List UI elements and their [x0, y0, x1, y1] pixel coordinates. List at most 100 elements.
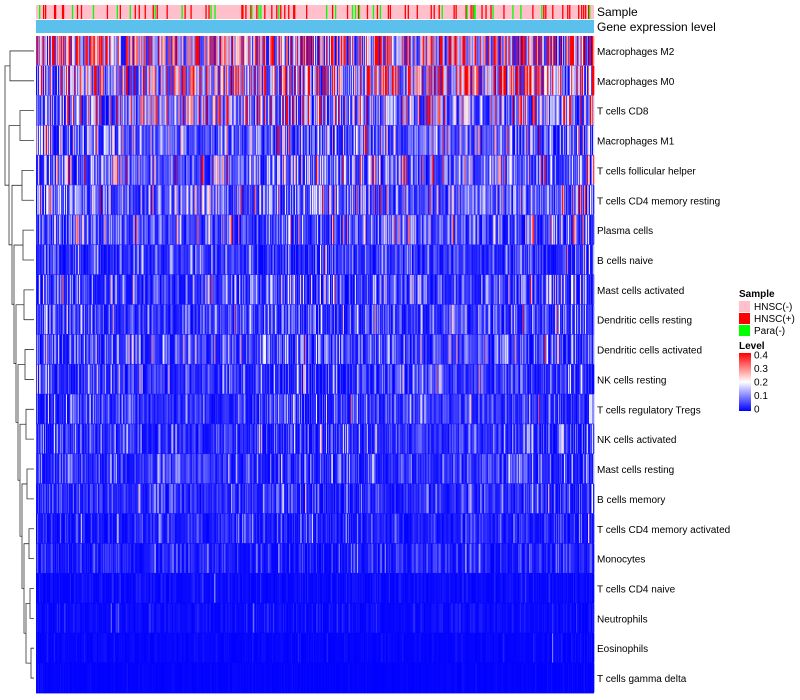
heatmap-cell	[569, 36, 571, 66]
sample-mark	[154, 5, 156, 19]
heatmap-cell	[117, 36, 120, 66]
heatmap-cell	[394, 65, 397, 96]
heatmap-cell	[381, 36, 384, 66]
heatmap-cell	[81, 65, 84, 96]
heatmap-cell	[477, 65, 479, 96]
heatmap-cell	[197, 36, 199, 66]
dendrogram-branch	[23, 543, 29, 634]
heatmap-cell	[418, 65, 420, 96]
heatmap-cell	[421, 65, 423, 96]
heatmap-cell	[434, 36, 436, 66]
heatmap-cell	[252, 65, 254, 96]
heatmap-cell	[65, 95, 68, 125]
heatmap-cell	[319, 65, 322, 96]
heatmap-cell	[70, 36, 73, 66]
heatmap-cell	[80, 36, 83, 66]
heatmap-cell	[464, 65, 466, 96]
heatmap-cell	[357, 36, 360, 66]
heatmap-cell	[78, 95, 81, 125]
heatmap-cell	[53, 95, 56, 125]
heatmap-cell	[114, 65, 117, 96]
heatmap-cell	[537, 65, 539, 96]
heatmap-cell	[128, 65, 131, 96]
heatmap-cell	[65, 65, 68, 96]
heatmap-cell	[85, 65, 88, 96]
heatmap-cell	[576, 36, 578, 66]
dendrogram-branch	[9, 50, 34, 82]
heatmap-cell	[371, 65, 374, 96]
heatmap-cell	[50, 36, 53, 66]
heatmap-cell	[440, 65, 442, 96]
heatmap-cell	[310, 65, 312, 96]
heatmap-cell	[238, 36, 240, 66]
heatmap-cell	[526, 65, 528, 96]
heatmap-cell	[566, 65, 568, 96]
heatmap-cell	[527, 65, 529, 96]
heatmap-cell	[113, 36, 116, 66]
heatmap-cell	[475, 65, 477, 96]
sample-mark	[264, 5, 266, 19]
heatmap-cell	[548, 36, 550, 66]
heatmap-cell	[173, 65, 175, 96]
heatmap-cell	[301, 36, 303, 66]
heatmap-cell	[571, 65, 573, 96]
heatmap-cell	[424, 65, 426, 96]
heatmap-cell	[536, 36, 538, 66]
heatmap-cell	[212, 65, 214, 96]
heatmap-cell	[519, 65, 521, 96]
heatmap-cell	[186, 36, 188, 66]
heatmap-cell	[532, 36, 534, 66]
heatmap-cell	[456, 36, 458, 66]
heatmap-cell	[361, 36, 364, 66]
heatmap-cell	[380, 65, 383, 96]
heatmap-cell	[207, 36, 209, 66]
sample-mark	[588, 5, 590, 19]
heatmap-cell	[370, 65, 373, 96]
heatmap-cell	[427, 36, 429, 66]
heatmap-cell	[398, 36, 401, 66]
heatmap-cell	[342, 65, 345, 96]
heatmap-cell	[593, 95, 595, 125]
sample-mark	[472, 5, 474, 19]
heatmap-cell	[151, 65, 153, 96]
heatmap-cell	[328, 65, 331, 96]
heatmap-cell	[129, 65, 132, 96]
heatmap-cell	[347, 36, 350, 66]
heatmap-cell	[127, 95, 130, 125]
heatmap-cell	[100, 36, 103, 66]
heatmap-cell	[243, 36, 245, 66]
heatmap-cell	[541, 65, 543, 96]
heatmap-cell	[188, 36, 190, 66]
heatmap-cell	[536, 65, 538, 96]
heatmap-cell	[508, 65, 510, 96]
heatmap-cell	[511, 65, 513, 96]
heatmap-cell	[187, 65, 189, 96]
heatmap-cell	[158, 65, 160, 96]
heatmap-cell	[329, 65, 332, 96]
heatmap-cell	[367, 36, 370, 66]
heatmap-cell	[489, 65, 491, 96]
heatmap-cell	[487, 36, 489, 66]
heatmap-cell	[345, 36, 348, 66]
heatmap-cell	[478, 36, 480, 66]
heatmap-cell	[61, 95, 64, 125]
heatmap-cell	[493, 36, 495, 66]
heatmap-cell	[200, 65, 202, 96]
heatmap-cell	[460, 36, 462, 66]
heatmap-cell	[493, 65, 495, 96]
sample-mark	[407, 5, 409, 19]
heatmap-cell	[247, 65, 249, 96]
heatmap-cell	[227, 65, 229, 96]
heatmap-cell	[337, 36, 340, 66]
heatmap-cell	[366, 36, 369, 66]
heatmap-cell	[266, 65, 268, 96]
heatmap-cell	[120, 95, 123, 125]
sample-mark	[389, 5, 392, 19]
heatmap-cell	[354, 36, 357, 66]
heatmap-cell	[458, 65, 460, 96]
heatmap-cell	[316, 65, 319, 96]
heatmap-cell	[81, 36, 84, 66]
heatmap-cell	[103, 36, 106, 66]
heatmap-cell	[449, 36, 451, 66]
heatmap-cell	[576, 65, 578, 96]
